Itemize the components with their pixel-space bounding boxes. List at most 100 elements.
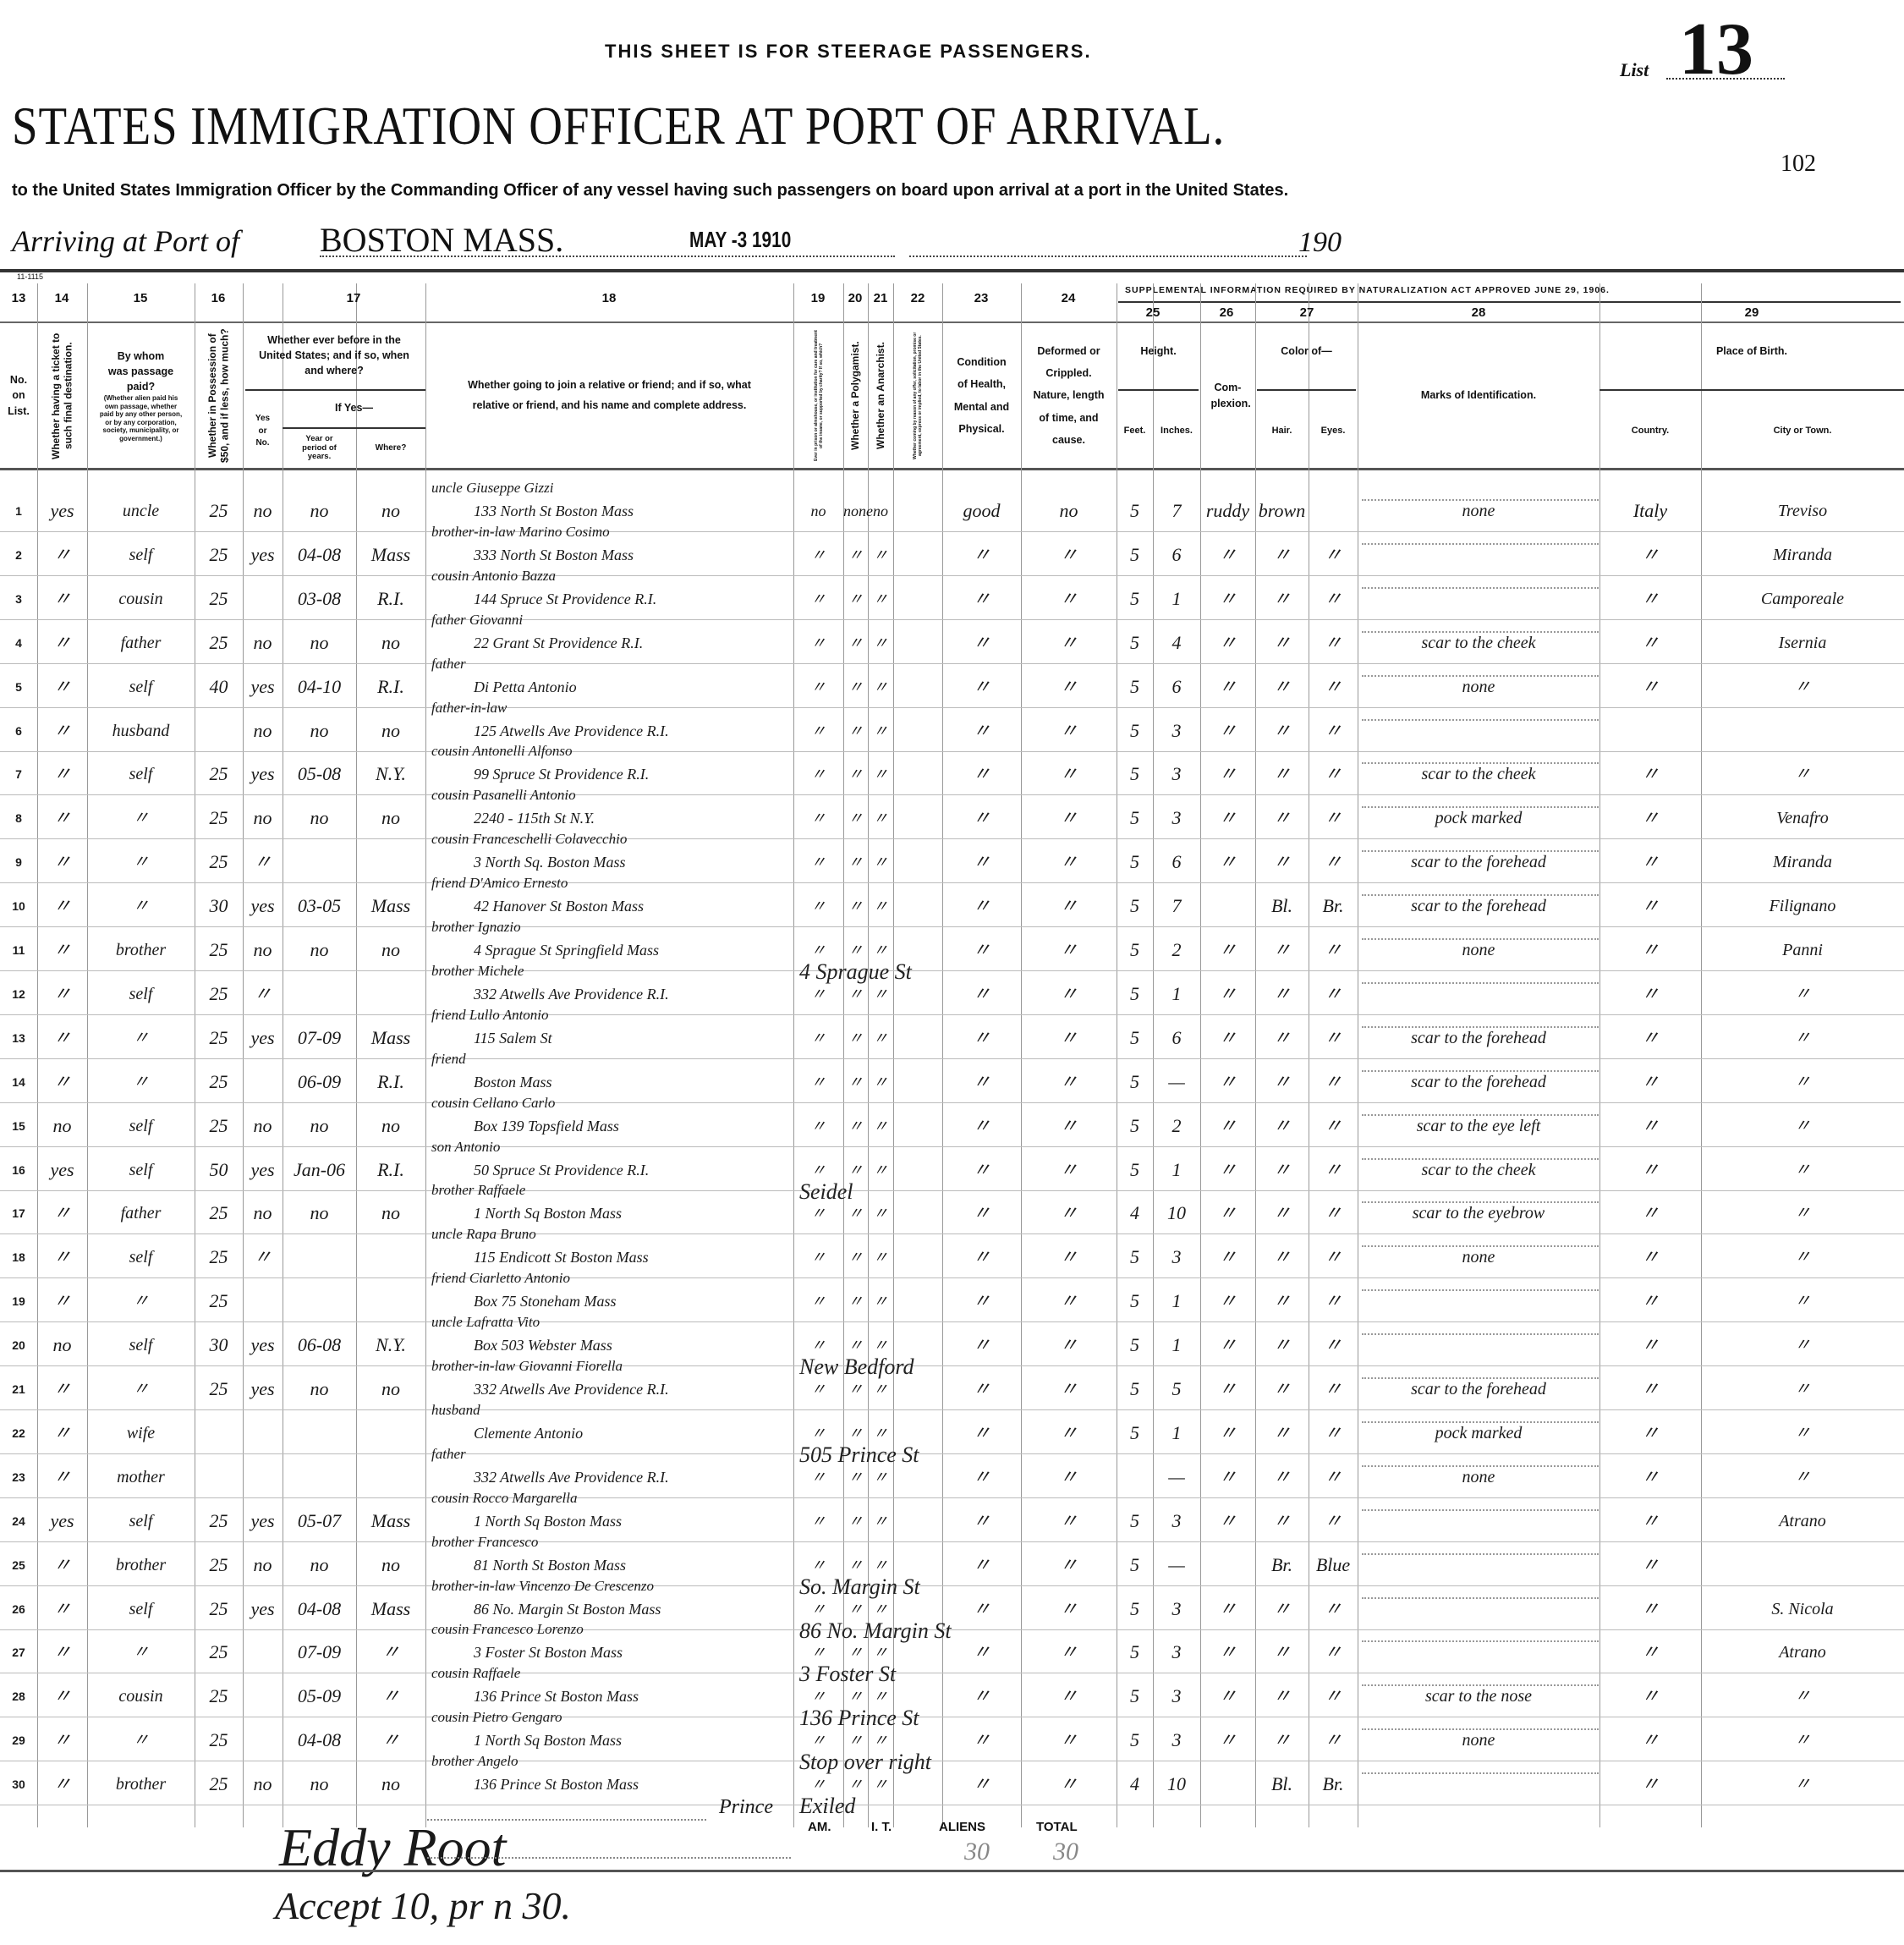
header-no: No. on List. <box>0 326 37 465</box>
cell-complexion: 〃 <box>1218 631 1237 653</box>
cell-hair: 〃 <box>1272 543 1292 565</box>
cell-inches: 1 <box>1171 982 1182 1004</box>
overwritten-address-note: So. Margin St <box>799 1574 920 1599</box>
cell-paid: self <box>129 1116 153 1135</box>
cell-c19: 〃 <box>810 1512 826 1530</box>
cell-city: 〃 <box>1794 1204 1811 1223</box>
cell-c19: 〃 <box>810 1381 826 1398</box>
cell-country: 〃 <box>1640 1773 1660 1795</box>
cell-inches: 1 <box>1171 1290 1182 1312</box>
cell-health: 〃 <box>972 939 991 960</box>
cell-before: yes <box>250 1378 275 1399</box>
cell-before: yes <box>250 543 275 565</box>
cell-marks: scar to the eye left <box>1416 1116 1541 1135</box>
cell-hair: 〃 <box>1272 851 1292 873</box>
cell-hair: 〃 <box>1272 1114 1292 1136</box>
cell-c20: 〃 <box>848 1776 864 1794</box>
cell-hair: 〃 <box>1272 675 1292 697</box>
cell-complexion: 〃 <box>1218 851 1237 873</box>
cell-hair: 〃 <box>1272 1070 1292 1092</box>
cell-c21: 〃 <box>873 1512 888 1530</box>
cell-inches: — <box>1168 1553 1185 1575</box>
cell-feet: 5 <box>1130 1114 1139 1136</box>
cell-year: 05-08 <box>297 763 342 785</box>
cell-hair: 〃 <box>1272 939 1292 960</box>
row-rule <box>0 1497 1904 1498</box>
cell-inches: 5 <box>1171 1378 1182 1399</box>
cell-feet: 5 <box>1130 1158 1139 1180</box>
cell-paid: self <box>129 765 153 784</box>
cell-hair: 〃 <box>1272 1509 1292 1531</box>
cell-year: 05-09 <box>297 1685 342 1707</box>
cell-relation: uncle Rapa Bruno <box>431 1226 536 1243</box>
cell-c20: 〃 <box>848 1644 864 1662</box>
header-inches: Inches. <box>1153 406 1200 457</box>
cell-c20: 〃 <box>848 1073 864 1091</box>
cell-c21: 〃 <box>873 766 888 783</box>
cell-c19: 〃 <box>810 1556 826 1574</box>
cell-paid: self <box>129 1599 153 1618</box>
header-divider <box>0 269 1904 272</box>
cell-feet: 5 <box>1130 1685 1139 1707</box>
column-number: 23 <box>974 291 989 305</box>
cell-relation: friend Ciarletto Antonio <box>431 1270 571 1287</box>
row-rule <box>0 1321 1904 1323</box>
cell-feet: 5 <box>1130 1421 1139 1443</box>
cell-no: 17 <box>12 1206 25 1221</box>
cell-paid: 〃 <box>132 1072 150 1091</box>
cell-address: 1 North Sq Boston Mass <box>474 1205 623 1222</box>
header-city: City or Town. <box>1701 406 1904 457</box>
cell-before: yes <box>250 1026 275 1048</box>
cell-address: 50 Spruce St Providence R.I. <box>474 1161 650 1179</box>
cell-no: 14 <box>12 1074 25 1089</box>
cell-ticket: 〃 <box>52 763 72 785</box>
cell-country: 〃 <box>1640 631 1660 653</box>
cell-city: S. Nicola <box>1771 1599 1834 1618</box>
cell-relation: brother-in-law Vincenzo De Crescenzo <box>431 1577 654 1594</box>
cell-ticket: 〃 <box>52 1641 72 1663</box>
header-feet: Feet. <box>1117 406 1153 457</box>
signature-line-1 <box>427 1819 706 1821</box>
overwritten-address-note: 136 Prince St <box>799 1706 919 1731</box>
cell-inches: — <box>1168 1070 1185 1092</box>
cell-no: 18 <box>12 1250 25 1265</box>
cell-address: 22 Grant St Providence R.I. <box>474 634 644 651</box>
header-country: Country. <box>1599 406 1701 457</box>
cell-c21: 〃 <box>873 1424 888 1442</box>
cell-before: no <box>253 500 272 521</box>
cell-c19: no <box>810 503 826 519</box>
cell-country: 〃 <box>1640 1070 1660 1092</box>
supplemental-rule <box>1118 301 1901 303</box>
marks-dotted-line <box>1362 1069 1599 1072</box>
cell-c19: 〃 <box>810 766 826 783</box>
cell-paid: 〃 <box>132 1643 150 1662</box>
cell-feet: 5 <box>1130 587 1139 609</box>
cell-ticket: 〃 <box>52 1553 72 1575</box>
header-health-text: Condition of Health, Mental and Physical… <box>953 356 1010 435</box>
cell-relation: father <box>431 1445 466 1462</box>
cell-address: 144 Spruce St Providence R.I. <box>474 590 657 607</box>
cell-year: 04-08 <box>297 543 342 565</box>
cell-year: no <box>310 631 329 653</box>
cell-paid: mother <box>117 1467 165 1486</box>
prince-note: Prince <box>719 1796 773 1818</box>
header-ticket: Whether having a ticket to such final de… <box>37 326 87 465</box>
cell-feet: 5 <box>1130 719 1139 741</box>
marks-dotted-line <box>1362 542 1599 545</box>
column-number: 28 <box>1471 305 1486 320</box>
cell-c19: 〃 <box>810 1468 826 1486</box>
cell-complexion: 〃 <box>1218 1070 1237 1092</box>
cell-inches: 3 <box>1171 1246 1182 1268</box>
cell-ticket: 〃 <box>52 1729 72 1751</box>
cell-health: 〃 <box>972 1158 991 1180</box>
cell-country: 〃 <box>1640 1246 1660 1268</box>
row-rule <box>0 1453 1904 1454</box>
cell-money: 30 <box>209 1334 228 1356</box>
row-rule <box>0 1409 1904 1410</box>
cell-year: 04-08 <box>297 1597 342 1619</box>
header-contract-labor: Whether coming by reason of any offer, s… <box>893 326 942 465</box>
cell-c19: 〃 <box>810 1117 826 1135</box>
header-birthplace: Place of Birth. <box>1599 326 1904 376</box>
cell-money: 25 <box>209 1509 228 1531</box>
cell-no: 22 <box>12 1426 25 1440</box>
